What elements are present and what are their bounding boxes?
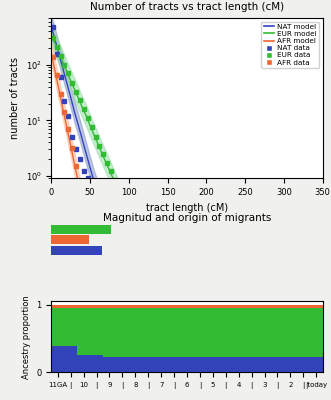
Bar [51, 246, 102, 255]
Bar [180, 308, 194, 357]
Bar [51, 235, 89, 244]
Bar [167, 308, 180, 357]
Bar [142, 357, 155, 372]
Bar [180, 357, 194, 372]
Bar [167, 305, 180, 308]
Bar [116, 308, 129, 357]
Bar [116, 305, 129, 308]
Bar [310, 305, 323, 308]
Bar [51, 346, 64, 372]
Bar [155, 308, 167, 357]
Bar [129, 305, 142, 308]
Bar [219, 308, 232, 357]
Bar [258, 357, 271, 372]
Bar [51, 308, 64, 346]
Title: Magnitud and origin of migrants: Magnitud and origin of migrants [103, 213, 271, 223]
Bar [271, 357, 284, 372]
Bar [103, 357, 116, 372]
Bar [155, 357, 167, 372]
Y-axis label: number of tracts: number of tracts [10, 57, 20, 139]
Bar [194, 357, 207, 372]
Bar [64, 346, 77, 372]
Bar [51, 305, 64, 308]
Bar [167, 357, 180, 372]
Y-axis label: Ancestry proportion: Ancestry proportion [22, 295, 31, 379]
Bar [77, 305, 90, 308]
Bar [90, 354, 103, 372]
Bar [310, 357, 323, 372]
Bar [245, 305, 258, 308]
Bar [232, 305, 245, 308]
Title: Number of tracts vs tract length (cM): Number of tracts vs tract length (cM) [90, 2, 284, 12]
Bar [232, 357, 245, 372]
Bar [129, 308, 142, 357]
Bar [284, 308, 297, 357]
Bar [297, 308, 310, 357]
Bar [64, 305, 77, 308]
Bar [284, 357, 297, 372]
Bar [116, 357, 129, 372]
Bar [245, 357, 258, 372]
Bar [207, 357, 219, 372]
Bar [142, 305, 155, 308]
Bar [194, 305, 207, 308]
Bar [271, 305, 284, 308]
Bar [245, 308, 258, 357]
Bar [64, 308, 77, 346]
Bar [155, 305, 167, 308]
Bar [207, 305, 219, 308]
Bar [103, 305, 116, 308]
Bar [90, 308, 103, 354]
Bar [77, 354, 90, 372]
X-axis label: tract length (cM): tract length (cM) [146, 202, 228, 212]
Bar [103, 308, 116, 357]
Bar [258, 305, 271, 308]
Bar [258, 308, 271, 357]
Bar [284, 305, 297, 308]
Bar [232, 308, 245, 357]
Bar [310, 308, 323, 357]
Bar [77, 308, 90, 354]
Bar [207, 308, 219, 357]
Bar [142, 308, 155, 357]
Bar [90, 305, 103, 308]
Bar [271, 308, 284, 357]
Bar [51, 225, 111, 234]
Bar [129, 357, 142, 372]
Bar [180, 305, 194, 308]
Bar [194, 308, 207, 357]
Legend: NAT model, EUR model, AFR model, NAT data, EUR data, AFR data: NAT model, EUR model, AFR model, NAT dat… [261, 22, 319, 68]
Bar [297, 305, 310, 308]
Bar [219, 357, 232, 372]
Bar [297, 357, 310, 372]
Bar [219, 305, 232, 308]
